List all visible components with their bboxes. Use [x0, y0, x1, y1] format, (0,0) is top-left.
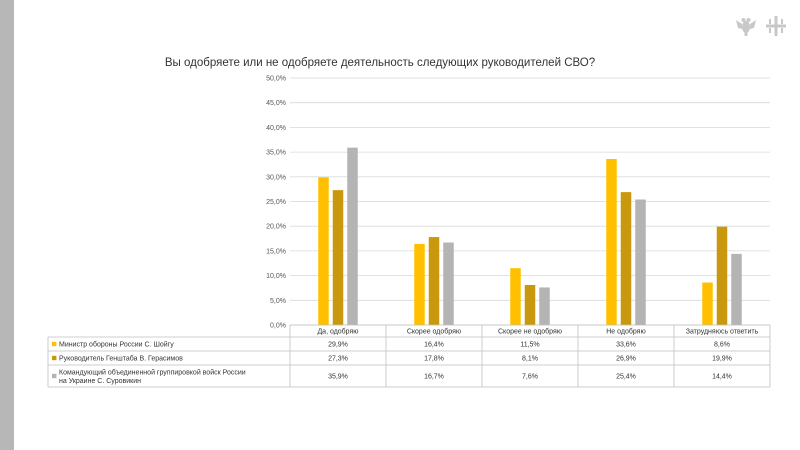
y-tick-label: 45,0% — [266, 100, 286, 107]
y-tick-label: 10,0% — [266, 273, 286, 280]
series-name: Командующий объединенной группировкой во… — [59, 368, 246, 376]
data-label: 25,4% — [616, 374, 636, 381]
data-label: 35,9% — [328, 374, 348, 381]
data-label: 33,6% — [616, 342, 636, 349]
bar — [716, 226, 728, 325]
chart-title: Вы одобряете или не одобряете деятельнос… — [164, 57, 596, 69]
y-tick-label: 30,0% — [266, 174, 286, 181]
category-label: Не одобряю — [606, 328, 645, 336]
bar — [318, 177, 329, 325]
cross-emblem-icon — [764, 14, 788, 38]
bar — [443, 242, 454, 325]
category-label: Скорее не одобряю — [498, 328, 562, 336]
bar — [347, 147, 358, 325]
category-label: Скорее одобряю — [407, 328, 461, 336]
bar — [731, 253, 742, 325]
data-label: 16,4% — [424, 342, 444, 349]
data-label: 8,6% — [714, 342, 730, 349]
y-tick-label: 50,0% — [266, 76, 286, 83]
bar — [620, 192, 632, 325]
legend-key — [52, 373, 57, 379]
data-label: 27,3% — [328, 356, 348, 363]
category-label: Да, одобряю — [317, 328, 358, 336]
series-name: Руководитель Генштаба В. Герасимов — [59, 355, 183, 363]
y-tick-label: 5,0% — [270, 298, 286, 305]
bar — [414, 243, 425, 325]
series-name: на Украине С. Суровикин — [59, 378, 141, 385]
data-label: 7,6% — [522, 374, 538, 381]
left-stripe — [0, 0, 14, 450]
series-name: Министр обороны России С. Шойгу — [59, 341, 174, 349]
data-label: 11,5% — [520, 342, 539, 349]
data-label: 14,4% — [712, 374, 732, 381]
bar — [539, 287, 550, 325]
y-tick-label: 15,0% — [266, 248, 286, 255]
bar — [510, 268, 521, 325]
bar — [702, 282, 713, 325]
bar — [428, 237, 440, 325]
y-tick-label: 20,0% — [266, 224, 286, 231]
legend-key — [52, 355, 57, 361]
data-label: 26,9% — [616, 356, 636, 363]
y-tick-label: 0,0% — [270, 323, 286, 330]
data-label: 8,1% — [522, 356, 538, 363]
data-label: 16,7% — [424, 374, 444, 381]
logos — [734, 14, 788, 38]
bar — [332, 190, 344, 325]
data-label: 17,8% — [424, 356, 444, 363]
eagle-emblem-icon — [734, 14, 758, 38]
bar — [524, 284, 536, 325]
y-tick-label: 35,0% — [266, 150, 286, 157]
data-label: 19,9% — [712, 356, 732, 363]
bar — [606, 159, 617, 325]
y-tick-label: 40,0% — [266, 125, 286, 132]
bar — [635, 199, 646, 325]
data-label: 29,9% — [328, 342, 348, 349]
legend-key — [52, 341, 57, 347]
y-tick-label: 25,0% — [266, 199, 286, 206]
category-label: Затрудняюсь ответить — [686, 329, 759, 336]
